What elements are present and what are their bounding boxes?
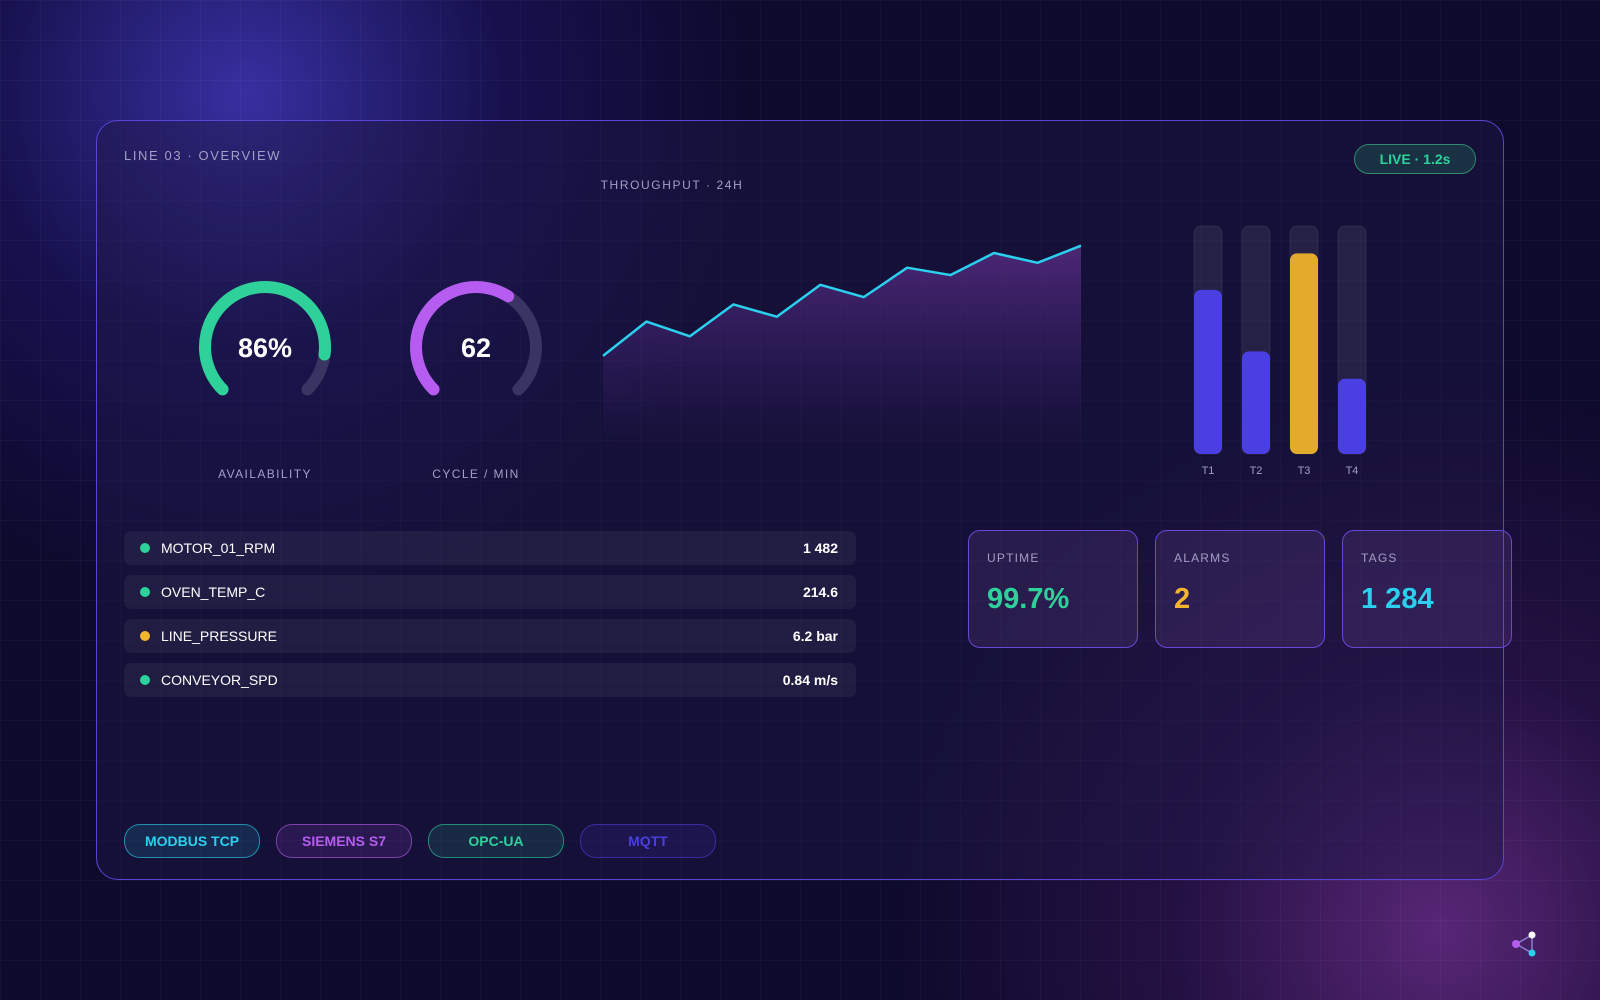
protocol-chip[interactable]: SIEMENS S7: [276, 824, 412, 858]
gauge-arc: [410, 281, 515, 396]
protocol-chip[interactable]: MQTT: [580, 824, 716, 858]
tag-value: 6.2 bar: [792, 628, 838, 644]
status-dot: [140, 631, 150, 641]
bar: [1194, 289, 1222, 454]
bar-label: T2: [1250, 465, 1263, 477]
tag-row: CONVEYOR_SPD 0.84 m/s: [124, 663, 856, 697]
throughput-area: [603, 245, 1081, 449]
tag-row: LINE_PRESSURE 6.2 bar: [124, 619, 856, 653]
status-dot: [140, 587, 150, 597]
bar: [1242, 351, 1270, 454]
stat-label: UPTIME: [987, 551, 1040, 565]
stat-value: 1 284: [1361, 583, 1434, 615]
stat-label: TAGS: [1361, 551, 1398, 565]
bar: [1290, 253, 1318, 454]
gauge-label: CYCLE / MIN: [432, 467, 519, 481]
throughput-line: [602, 244, 1082, 357]
stat-value: 99.7%: [987, 583, 1070, 615]
gauge-value: 86%: [238, 333, 292, 363]
tag-name: LINE_PRESSURE: [161, 628, 277, 644]
tag-row: OVEN_TEMP_C 214.6: [124, 575, 856, 609]
gauge-arc: [199, 281, 331, 396]
stat-value: 2: [1174, 583, 1191, 615]
chart-title: THROUGHPUT · 24H: [600, 178, 744, 192]
protocol-chip[interactable]: MODBUS TCP: [124, 824, 260, 858]
panel-title: LINE 03 · OVERVIEW: [124, 148, 282, 163]
bar-label: T1: [1202, 465, 1215, 477]
status-dot: [140, 675, 150, 685]
tag-value: 214.6: [802, 584, 838, 600]
stat-card: TAGS 1 284: [1342, 530, 1512, 648]
bar-label: T3: [1298, 465, 1311, 477]
tag-name: OVEN_TEMP_C: [161, 584, 266, 600]
gauge-label: AVAILABILITY: [218, 467, 312, 481]
stat-card: ALARMS 2: [1155, 530, 1325, 648]
stat-label: ALARMS: [1174, 551, 1231, 565]
tag-name: CONVEYOR_SPD: [161, 672, 278, 688]
tag-value: 0.84 m/s: [782, 672, 838, 688]
gauge-value: 62: [461, 333, 491, 363]
stat-card: UPTIME 99.7%: [968, 530, 1138, 648]
status-dot: [140, 543, 150, 553]
tag-row: MOTOR_01_RPM 1 482: [124, 531, 856, 565]
network-icon: [1512, 931, 1536, 957]
live-badge: LIVE · 1.2s: [1354, 144, 1476, 174]
bar-label: T4: [1346, 465, 1359, 477]
protocol-chip[interactable]: OPC-UA: [428, 824, 564, 858]
tag-value: 1 482: [802, 540, 838, 556]
dashboard-panel: [96, 120, 1504, 880]
tag-name: MOTOR_01_RPM: [161, 540, 276, 556]
bar: [1338, 378, 1366, 454]
